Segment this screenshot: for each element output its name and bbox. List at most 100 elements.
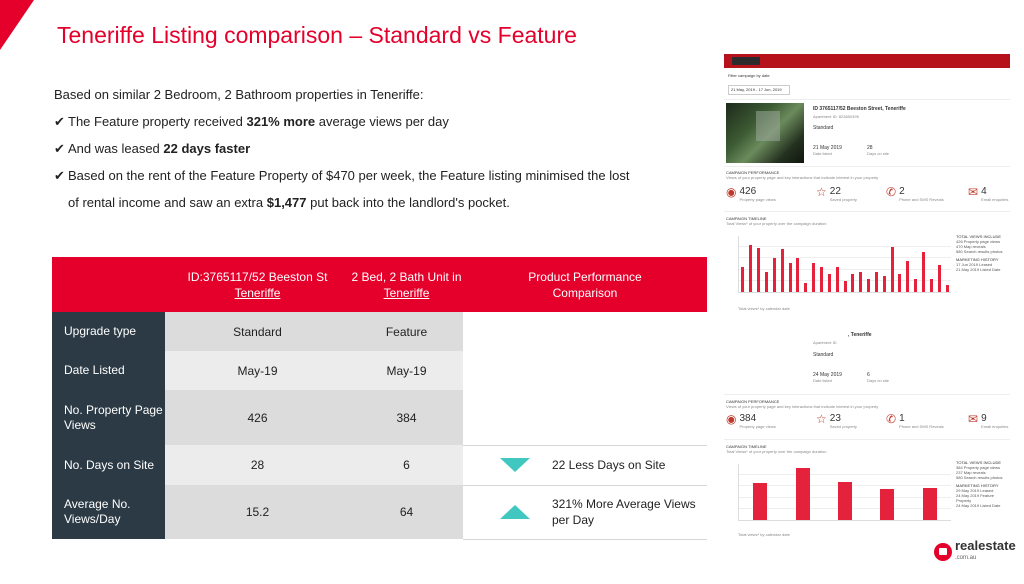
chart-bar bbox=[753, 483, 768, 520]
star-icon: ☆ bbox=[816, 412, 827, 426]
check-icon: ✔ bbox=[54, 114, 65, 129]
metric-email: ✉ 9 Email enquiries bbox=[968, 412, 1009, 429]
check-icon: ✔ bbox=[54, 141, 65, 156]
cell-standard-avg: 15.2 bbox=[165, 485, 350, 539]
eye-icon: ◉ bbox=[726, 185, 737, 199]
row-label-days: No. Days on Site bbox=[52, 445, 165, 485]
row-divider bbox=[463, 445, 707, 446]
timeline-chart bbox=[738, 464, 951, 521]
table-header: ID:3765117/52 Beeston St Teneriffe 2 Bed,… bbox=[52, 257, 707, 312]
chart-bar bbox=[796, 258, 800, 292]
chart-bar bbox=[882, 276, 886, 292]
cell-feature-views: 384 bbox=[350, 390, 463, 445]
chart-bar bbox=[749, 244, 753, 292]
chart-bar bbox=[827, 274, 831, 292]
bullet-rent: ✔ Based on the rent of the Feature Proper… bbox=[54, 162, 694, 189]
header-standard: ID:3765117/52 Beeston St Teneriffe bbox=[187, 269, 328, 300]
phone-icon: ✆ bbox=[886, 412, 897, 426]
cell-feature-date: May-19 bbox=[350, 351, 463, 390]
lease-highlight: 22 days faster bbox=[163, 141, 251, 156]
views-breakdown: TOTAL VIEWS INCLUDE 426 Property page vi… bbox=[956, 234, 1003, 272]
chart-bar bbox=[835, 267, 839, 292]
agency-logo bbox=[732, 57, 760, 65]
chart-bar bbox=[906, 260, 910, 292]
arrow-up-icon bbox=[500, 505, 530, 519]
cell-feature-avg: 64 bbox=[350, 485, 463, 539]
header-comparison: Product Performance Comparison bbox=[528, 269, 642, 300]
chart-bar bbox=[780, 249, 784, 292]
property-photo bbox=[726, 103, 804, 163]
chart-bar bbox=[819, 267, 823, 292]
star-icon: ☆ bbox=[816, 185, 827, 199]
chart-bar bbox=[795, 468, 810, 520]
email-icon: ✉ bbox=[968, 185, 979, 199]
row-label-upgrade: Upgrade type bbox=[52, 312, 165, 351]
chart-bar bbox=[937, 265, 941, 292]
cell-standard-upgrade: Standard bbox=[165, 312, 350, 351]
phone-icon: ✆ bbox=[886, 185, 897, 199]
row-divider bbox=[463, 485, 707, 486]
arrow-down-icon bbox=[500, 458, 530, 472]
row-divider bbox=[463, 539, 707, 540]
cell-comparison-days: 22 Less Days on Site bbox=[463, 445, 707, 485]
eye-icon: ◉ bbox=[726, 412, 737, 426]
metric-phone: ✆ 1 Phone and SMS Reveals bbox=[886, 412, 944, 429]
row-label-avg: Average No. Views/Day bbox=[52, 485, 165, 539]
standard-report-thumbnail: Filter campaign by date 21 May, 2019 - 1… bbox=[724, 54, 1010, 311]
bullet-views: ✔ The Feature property received 321% more… bbox=[54, 108, 694, 135]
chart-bar bbox=[922, 251, 926, 292]
cell-standard-date: May-19 bbox=[165, 351, 350, 390]
report-address: ID 3765117/52 Beeston Street, Teneriffe bbox=[813, 106, 906, 112]
cell-standard-days: 28 bbox=[165, 445, 350, 485]
page-title: Teneriffe Listing comparison – Standard … bbox=[57, 22, 577, 48]
intro-lead: Based on similar 2 Bedroom, 2 Bathroom p… bbox=[54, 87, 424, 102]
chart-bar bbox=[880, 489, 895, 520]
chart-bar bbox=[788, 262, 792, 292]
chart-bar bbox=[764, 271, 768, 292]
realestate-logo: realestate .com.au bbox=[934, 539, 1016, 564]
chart-bar bbox=[945, 285, 949, 292]
chart-bar bbox=[812, 262, 816, 292]
views-breakdown: TOTAL VIEWS INCLUDE 384 Property page vi… bbox=[956, 460, 1003, 508]
row-label-views: No. Property Page Views bbox=[52, 390, 165, 445]
chart-bar bbox=[922, 487, 937, 520]
bullet-rent-cont: of rental income and saw an extra $1,477… bbox=[68, 195, 510, 210]
corner-accent bbox=[0, 0, 34, 50]
metric-saved: ☆ 23 Saved property bbox=[816, 412, 857, 429]
cell-feature-days: 6 bbox=[350, 445, 463, 485]
metric-page-views: ◉ 426 Property page views bbox=[726, 185, 776, 202]
comparison-days-text: 22 Less Days on Site bbox=[552, 458, 666, 472]
metric-phone: ✆ 2 Phone and SMS Reveals bbox=[886, 185, 944, 202]
header-feature: 2 Bed, 2 Bath Unit in Teneriffe bbox=[351, 269, 462, 300]
metric-saved: ☆ 22 Saved property bbox=[816, 185, 857, 202]
chart-bar bbox=[843, 280, 847, 292]
metric-page-views: ◉ 384 Property page views bbox=[726, 412, 776, 429]
intro-text: Based on similar 2 Bedroom, 2 Bathroom p… bbox=[54, 81, 694, 216]
house-pin-icon bbox=[934, 543, 952, 561]
date-range-select[interactable]: 21 May, 2019 - 17 Jun, 2019 bbox=[728, 85, 790, 95]
filter-label: Filter campaign by date bbox=[728, 73, 770, 78]
comparison-avg-text: 321% More Average Views per Day bbox=[552, 497, 696, 527]
chart-bar bbox=[859, 271, 863, 292]
timeline-chart bbox=[738, 236, 951, 293]
chart-bar bbox=[804, 283, 808, 292]
row-label-date: Date Listed bbox=[52, 351, 165, 390]
metric-email: ✉ 4 Email enquiries bbox=[968, 185, 1009, 202]
views-highlight: 321% more bbox=[246, 114, 316, 129]
cell-comparison-avg: 321% More Average Views per Day bbox=[463, 485, 707, 539]
chart-bar bbox=[890, 247, 894, 292]
feature-report-thumbnail: , Teneriffe Apartment ID Standard 24 May… bbox=[724, 330, 1010, 540]
chart-bar bbox=[874, 271, 878, 292]
report-header-bar bbox=[724, 54, 1010, 68]
chart-bar bbox=[867, 278, 871, 292]
check-icon: ✔ bbox=[54, 168, 65, 183]
chart-bar bbox=[757, 248, 761, 292]
rent-highlight: $1,477 bbox=[266, 195, 307, 210]
chart-bar bbox=[914, 278, 918, 292]
bullet-lease: ✔ And was leased 22 days faster bbox=[54, 135, 694, 162]
chart-bar bbox=[898, 274, 902, 292]
chart-bar bbox=[838, 481, 852, 520]
email-icon: ✉ bbox=[968, 412, 979, 426]
chart-bar bbox=[772, 258, 776, 292]
cell-standard-views: 426 bbox=[165, 390, 350, 445]
